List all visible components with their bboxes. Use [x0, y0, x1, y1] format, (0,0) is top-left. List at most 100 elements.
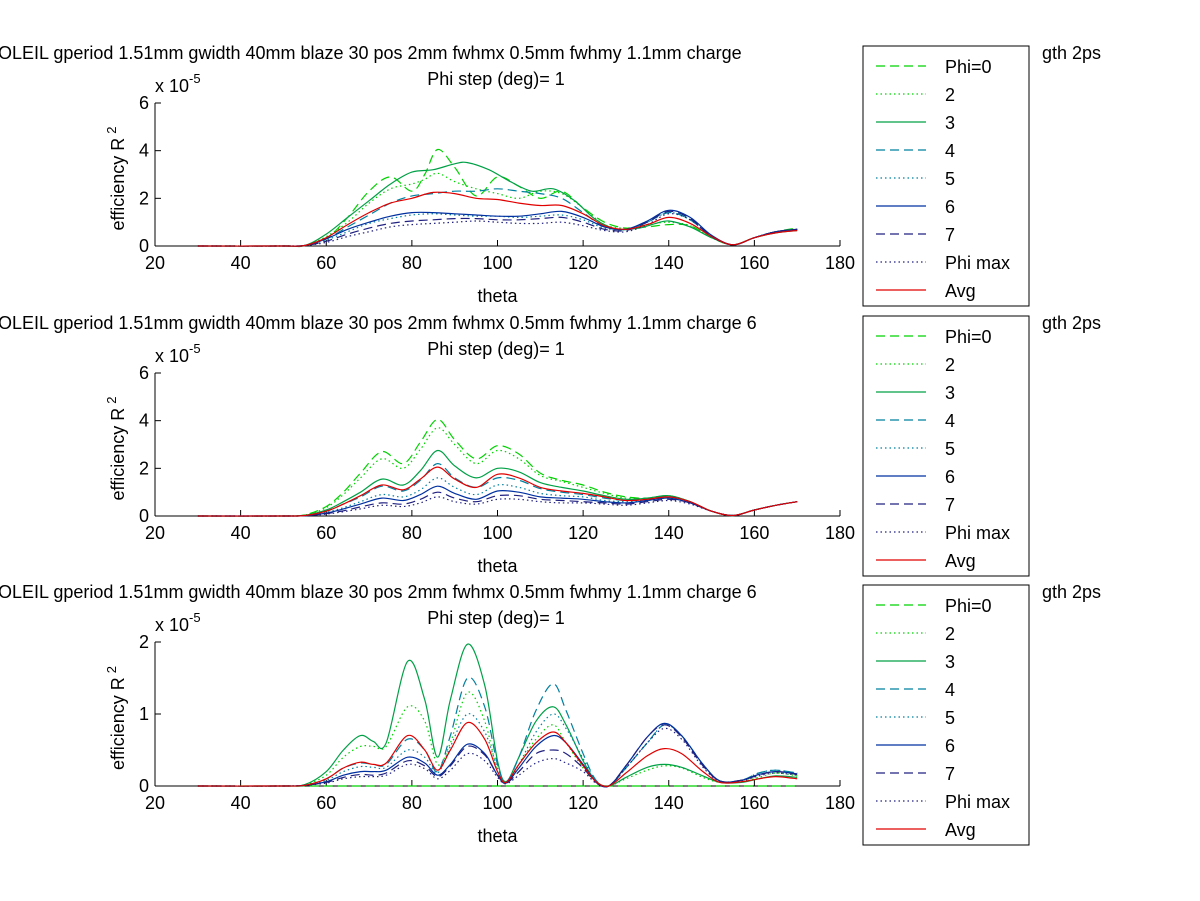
legend-label-3: 4	[945, 141, 955, 161]
y-axis-label-sup: 2	[104, 397, 119, 404]
legend-label-4: 5	[945, 708, 955, 728]
y-tick-label: 2	[139, 632, 149, 652]
chart-title-line2: Phi step (deg)= 1	[427, 608, 565, 628]
series-line-1	[197, 427, 798, 517]
series-line-3	[197, 676, 798, 788]
x-tick-label: 60	[316, 793, 336, 813]
series-line-7	[197, 496, 798, 517]
x-tick-label: 120	[568, 523, 598, 543]
legend: Phi=0 2 3 4 5 6 7 Phi max Avg	[862, 584, 1030, 846]
legend-label-1: 2	[945, 624, 955, 644]
exponent-power: -5	[189, 610, 201, 625]
chart-title-line2: Phi step (deg)= 1	[427, 69, 565, 89]
x-tick-label: 100	[482, 523, 512, 543]
y-axis-label-sup: 2	[104, 666, 119, 673]
chart-title-line1: OLEIL gperiod 1.51mm gwidth 40mm blaze 3…	[0, 313, 757, 333]
x-tick-label: 120	[568, 793, 598, 813]
legend-label-5: 6	[945, 467, 955, 487]
x-tick-label: 160	[739, 253, 769, 273]
x-tick-label: 80	[402, 793, 422, 813]
legend-label-6: 7	[945, 764, 955, 784]
x-tick-label: 140	[654, 253, 684, 273]
series-line-6	[197, 724, 798, 788]
series-line-8	[197, 191, 798, 247]
x-tick-label: 120	[568, 253, 598, 273]
y-tick-label: 2	[139, 188, 149, 208]
series-line-4	[197, 713, 798, 788]
legend-label-0: Phi=0	[945, 596, 992, 616]
exponent-base: x 10	[155, 76, 189, 96]
x-tick-label: 180	[825, 253, 855, 273]
legend-label-2: 3	[945, 113, 955, 133]
series-line-5	[197, 722, 798, 788]
y-tick-label: 4	[139, 141, 149, 161]
legend-label-7: Phi max	[945, 253, 1010, 273]
y-axis-label: efficiency R 2	[104, 127, 128, 231]
series-line-5	[197, 209, 798, 247]
chart-title-line1-tail: gth 2ps	[1042, 43, 1101, 63]
y-axis-label: efficiency R 2	[104, 666, 128, 770]
exponent-power: -5	[189, 341, 201, 356]
legend-label-1: 2	[945, 85, 955, 105]
chart-3: 20 40 60 80 100 120 140 160 180 0 1 2 x 10-5 theta eff…	[0, 582, 1101, 846]
y-tick-label: 0	[139, 776, 149, 796]
chart-title-line1-tail: gth 2ps	[1042, 582, 1101, 602]
series-line-2	[197, 161, 798, 248]
y-axis-label: efficiency R 2	[104, 397, 128, 501]
x-tick-label: 60	[316, 253, 336, 273]
series-line-2	[197, 449, 798, 517]
chart-2: 20 40 60 80 100 120 140 160 180 0 2 4 6 x 10-5 theta ef…	[0, 313, 1101, 577]
series-line-1	[197, 691, 798, 787]
exponent-power: -5	[189, 71, 201, 86]
y-axis-label-text: efficiency R	[108, 138, 128, 231]
x-tick-label: 180	[825, 793, 855, 813]
y-tick-label: 6	[139, 93, 149, 113]
x-tick-label: 180	[825, 523, 855, 543]
y-tick-label: 0	[139, 506, 149, 526]
exponent-base: x 10	[155, 615, 189, 635]
legend-label-7: Phi max	[945, 523, 1010, 543]
legend-label-3: 4	[945, 680, 955, 700]
series-line-8	[197, 721, 798, 787]
legend-label-3: 4	[945, 411, 955, 431]
y-tick-label: 2	[139, 458, 149, 478]
x-tick-label: 140	[654, 793, 684, 813]
series-line-4	[197, 211, 798, 247]
legend-box	[862, 584, 1030, 846]
x-axis-label: theta	[477, 556, 518, 576]
chart-title-line2: Phi step (deg)= 1	[427, 339, 565, 359]
exponent-label: x 10-5	[155, 610, 201, 635]
series-line-6	[197, 491, 798, 517]
exponent-label: x 10-5	[155, 71, 201, 96]
x-axis-label: theta	[477, 826, 518, 846]
legend-label-8: Avg	[945, 820, 976, 840]
series-line-3	[197, 463, 798, 517]
x-tick-label: 20	[145, 793, 165, 813]
chart-title-line1: OLEIL gperiod 1.51mm gwidth 40mm blaze 3…	[0, 582, 757, 602]
legend-label-2: 3	[945, 383, 955, 403]
series-line-8	[197, 466, 798, 517]
x-tick-label: 100	[482, 253, 512, 273]
x-tick-label: 80	[402, 523, 422, 543]
x-tick-label: 40	[231, 253, 251, 273]
legend: Phi=0 2 3 4 5 6 7 Phi max Avg	[862, 315, 1030, 577]
legend-label-0: Phi=0	[945, 327, 992, 347]
legend-label-4: 5	[945, 439, 955, 459]
x-axis-label: theta	[477, 286, 518, 306]
x-tick-label: 140	[654, 523, 684, 543]
y-tick-label: 0	[139, 236, 149, 256]
legend-label-2: 3	[945, 652, 955, 672]
x-tick-label: 80	[402, 253, 422, 273]
legend-box	[862, 45, 1030, 307]
legend-label-8: Avg	[945, 551, 976, 571]
legend-label-1: 2	[945, 355, 955, 375]
y-axis-label-sup: 2	[104, 127, 119, 134]
y-axis-label-text: efficiency R	[108, 408, 128, 501]
legend-label-6: 7	[945, 225, 955, 245]
y-tick-label: 6	[139, 363, 149, 383]
legend-label-4: 5	[945, 169, 955, 189]
legend-label-6: 7	[945, 495, 955, 515]
chart-title-line1: OLEIL gperiod 1.51mm gwidth 40mm blaze 3…	[0, 43, 742, 63]
x-tick-label: 20	[145, 253, 165, 273]
x-tick-label: 160	[739, 523, 769, 543]
